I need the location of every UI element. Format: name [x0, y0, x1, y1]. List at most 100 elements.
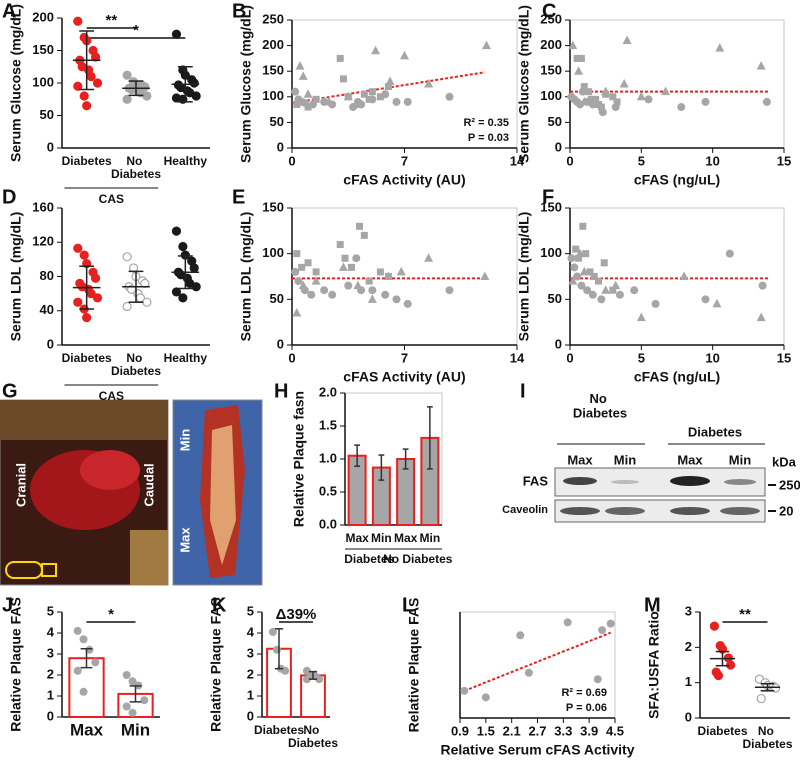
y-tick-label: 1: [247, 687, 254, 702]
data-point: [344, 281, 353, 290]
y-tick-label: 100: [32, 74, 54, 89]
data-point: [368, 286, 377, 295]
data-point: [756, 693, 766, 704]
blot-band: [670, 476, 710, 486]
photo-label: Cranial: [13, 463, 28, 507]
data-point: [597, 295, 606, 304]
panel-letter: F: [542, 186, 554, 208]
label-line: Diabetes: [573, 406, 627, 421]
lane-label: Max: [567, 452, 593, 467]
data-point: [677, 103, 686, 112]
data-point: [611, 280, 621, 290]
data-point: [567, 254, 576, 263]
photo-region: [0, 400, 168, 440]
data-point: [661, 86, 671, 96]
data-point: [403, 97, 412, 106]
panel-letter: I: [520, 380, 526, 402]
data-point: [579, 222, 587, 230]
data-point: [128, 708, 137, 717]
data-point: [368, 95, 377, 104]
y-tick-label: 0: [277, 139, 284, 154]
y-tick-label: 3: [47, 645, 54, 660]
data-point: [341, 254, 349, 262]
data-point: [762, 97, 771, 106]
x-tick-label: 14: [510, 350, 525, 365]
y-tick-label: 2: [685, 639, 692, 654]
data-point: [171, 226, 182, 236]
panel: E 0 50 100 150 0 7 14 Serum LDL (mg/dL) cFAS Acti…: [232, 186, 525, 384]
data-point: [312, 268, 320, 276]
x-tick-label: No Diabetes: [111, 154, 161, 181]
data-point: [568, 40, 578, 50]
group-label: CAS: [99, 389, 124, 403]
data-point: [385, 76, 395, 85]
panel: K 0 1 2 3 4 5 Relative Plaque FAS Diabetes No Dia…: [208, 594, 339, 750]
data-point: [268, 627, 277, 636]
data-point: [73, 81, 83, 91]
data-point: [460, 686, 469, 695]
data-point: [715, 43, 725, 52]
y-tick-label: 150: [262, 199, 284, 214]
panel-letter: G: [2, 380, 18, 402]
x-tick-label: 3.3: [554, 723, 572, 738]
data-point: [85, 645, 94, 654]
significance-label: **: [739, 606, 751, 623]
y-tick-label: 1: [685, 674, 692, 689]
y-tick-label: 120: [32, 234, 54, 249]
data-point: [281, 666, 290, 675]
y-tick-label: 150: [262, 63, 284, 78]
y-tick-label: 2: [47, 666, 54, 681]
data-point: [122, 252, 132, 262]
panel-letter: J: [2, 594, 13, 616]
x-tick-label: 14: [510, 153, 525, 168]
y-tick-label: 100: [540, 88, 562, 103]
y-tick-label: 0: [247, 708, 254, 723]
data-point: [92, 293, 103, 303]
y-tick-label: 0: [685, 709, 692, 724]
data-point: [320, 286, 329, 295]
panel-letter: E: [232, 186, 245, 208]
data-point: [601, 285, 611, 294]
data-point: [92, 78, 103, 88]
data-point: [583, 286, 592, 295]
y-axis-label: Serum Glucose (mg/dL): [8, 4, 24, 162]
label-line: Diabetes: [742, 737, 792, 751]
data-point: [384, 83, 392, 91]
y-tick-label: 0.0: [319, 516, 337, 531]
x-axis-label: cFAS (ng/uL): [634, 172, 720, 188]
unit-label: kDa: [772, 454, 797, 469]
data-point: [191, 282, 201, 292]
data-point: [725, 249, 734, 258]
y-tick-label: 2.0: [319, 384, 337, 399]
significance-label: *: [108, 606, 114, 623]
data-point: [587, 95, 595, 103]
data-point: [396, 266, 406, 276]
data-point: [82, 313, 92, 323]
y-axis-label: Relative Plaque FAS: [406, 598, 422, 733]
data-point: [122, 702, 131, 711]
data-point: [580, 83, 588, 91]
y-tick-label: 2: [247, 666, 254, 681]
group-label: CAS: [99, 192, 124, 206]
data-point: [575, 254, 583, 262]
data-point: [712, 298, 722, 308]
data-point: [142, 91, 152, 101]
data-point: [424, 79, 434, 88]
data-point: [298, 263, 306, 271]
data-point: [79, 687, 88, 696]
data-point: [701, 97, 710, 106]
blot-strip: [554, 499, 766, 523]
y-tick-label: 4: [47, 624, 55, 639]
row-label: FAS: [523, 473, 549, 488]
y-tick-label: 200: [540, 37, 562, 52]
data-point: [324, 96, 334, 106]
data-point: [79, 91, 89, 101]
photo-label: Caudal: [141, 463, 156, 506]
data-point: [360, 231, 368, 239]
data-point: [291, 87, 300, 96]
y-tick-label: 160: [32, 199, 54, 214]
data-point: [445, 286, 454, 295]
x-axis-label: cFAS Activity (AU): [343, 172, 465, 188]
x-tick-label: 1.5: [477, 723, 495, 738]
x-tick-label: 4.5: [606, 723, 624, 738]
